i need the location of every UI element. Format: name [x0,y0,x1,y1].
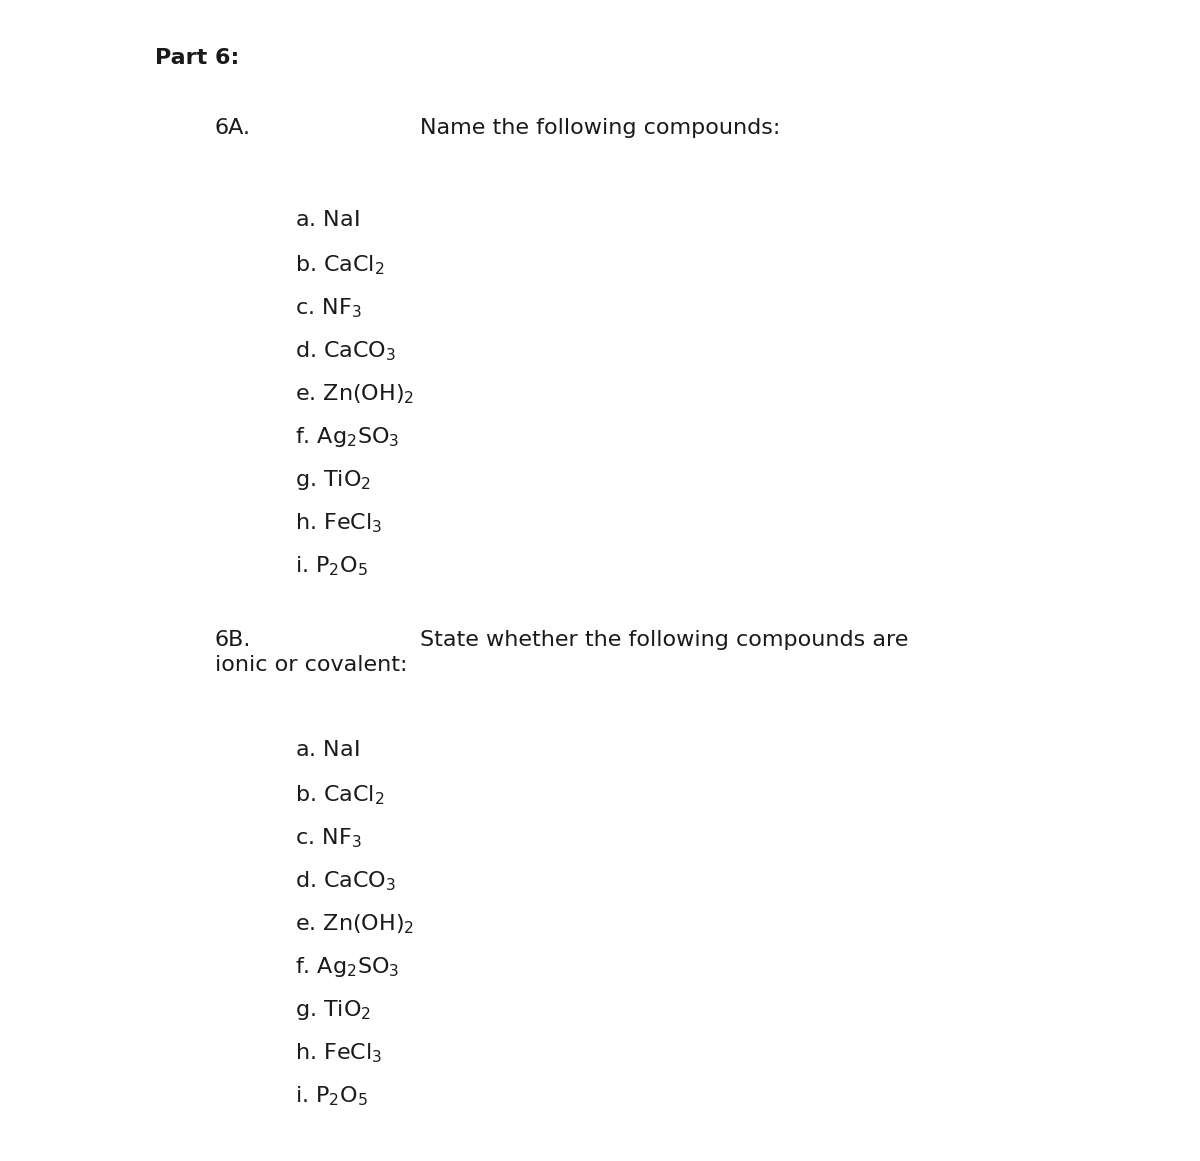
Text: Name the following compounds:: Name the following compounds: [420,118,780,138]
Text: e. $\mathrm{Zn(OH)_2}$: e. $\mathrm{Zn(OH)_2}$ [295,382,414,405]
Text: e. $\mathrm{Zn(OH)_2}$: e. $\mathrm{Zn(OH)_2}$ [295,913,414,936]
Text: h. $\mathrm{FeCl_3}$: h. $\mathrm{FeCl_3}$ [295,511,382,534]
Text: b. $\mathrm{CaCl_2}$: b. $\mathrm{CaCl_2}$ [295,783,385,807]
Text: c. $\mathrm{NF_3}$: c. $\mathrm{NF_3}$ [295,296,361,319]
Text: i. $\mathrm{P_2O_5}$: i. $\mathrm{P_2O_5}$ [295,554,368,578]
Text: a. $\mathrm{NaI}$: a. $\mathrm{NaI}$ [295,210,360,230]
Text: d. $\mathrm{CaCO_3}$: d. $\mathrm{CaCO_3}$ [295,868,396,893]
Text: g. $\mathrm{TiO_2}$: g. $\mathrm{TiO_2}$ [295,468,371,492]
Text: b. $\mathrm{CaCl_2}$: b. $\mathrm{CaCl_2}$ [295,253,385,276]
Text: g. $\mathrm{TiO_2}$: g. $\mathrm{TiO_2}$ [295,998,371,1022]
Text: 6B.: 6B. [215,630,251,650]
Text: State whether the following compounds are: State whether the following compounds ar… [420,630,908,650]
Text: 6A.: 6A. [215,118,251,138]
Text: f. $\mathrm{Ag_2SO_3}$: f. $\mathrm{Ag_2SO_3}$ [295,956,400,979]
Text: Part 6:: Part 6: [155,48,239,68]
Text: f. $\mathrm{Ag_2SO_3}$: f. $\mathrm{Ag_2SO_3}$ [295,425,400,449]
Text: h. $\mathrm{FeCl_3}$: h. $\mathrm{FeCl_3}$ [295,1041,382,1065]
Text: d. $\mathrm{CaCO_3}$: d. $\mathrm{CaCO_3}$ [295,339,396,362]
Text: ionic or covalent:: ionic or covalent: [215,655,408,675]
Text: c. $\mathrm{NF_3}$: c. $\mathrm{NF_3}$ [295,825,361,850]
Text: a. $\mathrm{NaI}$: a. $\mathrm{NaI}$ [295,740,360,760]
Text: i. $\mathrm{P_2O_5}$: i. $\mathrm{P_2O_5}$ [295,1084,368,1108]
